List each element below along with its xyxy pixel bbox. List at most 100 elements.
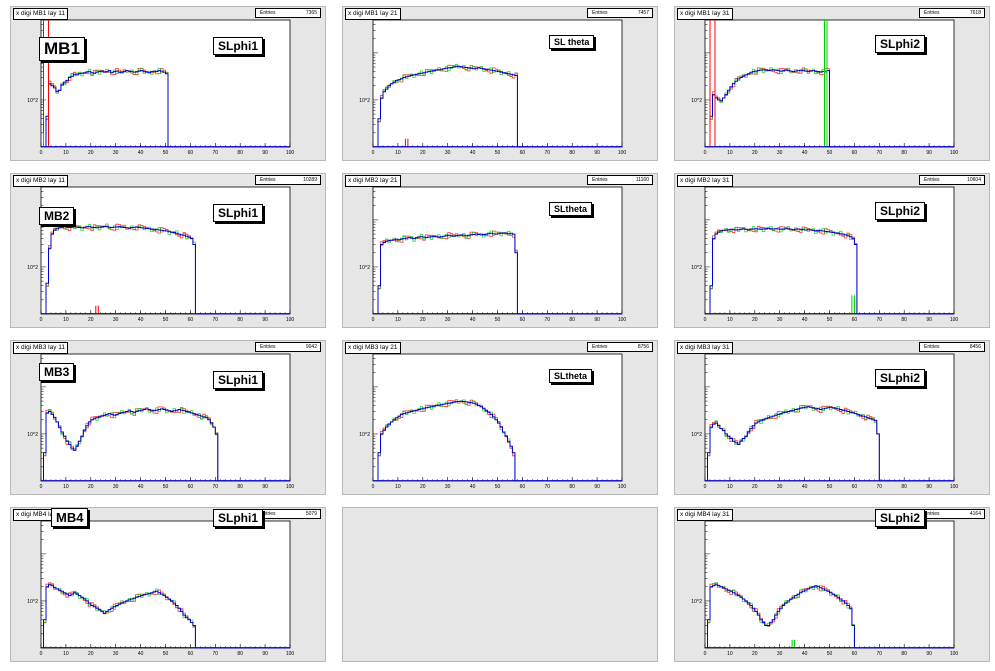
x-tick-label: 30 — [113, 484, 119, 490]
series-spike — [95, 305, 99, 314]
x-tick-label: 70 — [213, 651, 219, 657]
x-tick-label: 0 — [40, 651, 43, 657]
stats-label: Entries — [592, 10, 608, 16]
x-tick-label: 20 — [88, 484, 94, 490]
x-tick-label: 70 — [213, 484, 219, 490]
stats-entries: 8456 — [969, 344, 981, 350]
y-tick-label: 10^2 — [27, 432, 38, 438]
x-tick-label: 60 — [188, 651, 194, 657]
x-tick-label: 30 — [777, 317, 783, 323]
x-tick-label: 40 — [802, 651, 808, 657]
x-tick-label: 10 — [63, 150, 69, 156]
x-tick-label: 20 — [420, 484, 426, 490]
superlayer-label: SL theta — [549, 35, 595, 49]
plot-svg: 0 10 20 30 40 50 60 70 80 90 100 10^2 — [691, 353, 959, 490]
x-tick-label: 10 — [727, 150, 733, 156]
x-tick-label: 100 — [618, 150, 627, 156]
x-tick-label: 100 — [950, 484, 959, 490]
stats-box: Entries 10289 — [255, 175, 321, 185]
histogram-pad: 0 10 20 30 40 50 60 70 80 90 100 10^2 x digi MB2 lay… — [342, 173, 658, 328]
x-tick-label: 100 — [618, 317, 627, 323]
stats-label: Entries — [260, 177, 276, 183]
x-tick-label: 60 — [188, 317, 194, 323]
y-tick-label: 10^2 — [27, 98, 38, 104]
station-label: MB2 — [39, 207, 75, 225]
x-tick-label: 90 — [926, 484, 932, 490]
superlayer-label: SLphi2 — [875, 35, 926, 53]
x-tick-label: 70 — [545, 317, 551, 323]
x-tick-label: 80 — [237, 484, 243, 490]
x-tick-label: 90 — [262, 150, 268, 156]
x-tick-label: 10 — [63, 484, 69, 490]
x-tick-label: 0 — [704, 150, 707, 156]
x-tick-label: 30 — [445, 484, 451, 490]
x-tick-label: 50 — [163, 150, 169, 156]
x-tick-label: 30 — [113, 651, 119, 657]
x-tick-label: 50 — [163, 484, 169, 490]
x-tick-label: 60 — [852, 150, 858, 156]
plot-svg: 0 10 20 30 40 50 60 70 80 90 100 10^2 — [691, 186, 958, 323]
series-spike — [824, 20, 828, 147]
x-tick-label: 0 — [372, 484, 375, 490]
x-tick-label: 50 — [163, 317, 169, 323]
x-tick-label: 50 — [163, 651, 169, 657]
x-tick-label: 80 — [901, 150, 907, 156]
x-tick-label: 80 — [569, 317, 575, 323]
x-tick-label: 0 — [704, 651, 707, 657]
x-tick-label: 70 — [877, 317, 883, 323]
superlayer-label: SLtheta — [549, 369, 593, 383]
pad-title: x digi MB3 lay 21 — [345, 342, 401, 354]
x-tick-label: 40 — [138, 651, 144, 657]
x-tick-label: 80 — [237, 317, 243, 323]
y-tick-label: 10^2 — [359, 98, 370, 104]
x-tick-label: 50 — [827, 150, 833, 156]
histogram-pad: 0 10 20 30 40 50 60 70 80 90 100 10^2 x digi MB3 lay… — [342, 340, 658, 495]
superlayer-label: SLphi1 — [213, 204, 264, 222]
x-tick-label: 70 — [877, 150, 883, 156]
stats-entries: 7457 — [637, 10, 649, 16]
stats-entries: 10289 — [303, 177, 317, 183]
pad-title: x digi MB2 lay 21 — [345, 175, 401, 187]
x-tick-label: 20 — [88, 150, 94, 156]
x-tick-label: 0 — [704, 484, 707, 490]
stats-box: Entries 7365 — [255, 8, 321, 18]
series-line — [707, 406, 954, 482]
x-tick-label: 100 — [286, 150, 295, 156]
y-tick-label: 10^2 — [359, 265, 370, 271]
plot-svg: 0 10 20 30 40 50 60 70 80 90 100 10^2 — [691, 520, 958, 657]
stats-box: Entries 5079 — [255, 509, 321, 519]
x-tick-label: 40 — [470, 484, 476, 490]
x-tick-label: 30 — [113, 150, 119, 156]
superlayer-label: SLphi1 — [213, 509, 264, 527]
x-tick-label: 40 — [470, 317, 476, 323]
x-tick-label: 70 — [545, 484, 551, 490]
stats-box: Entries 8756 — [587, 342, 653, 352]
series-line — [709, 227, 954, 315]
histogram-pad: 0 10 20 30 40 50 60 70 80 90 100 10^2 x digi MB1 lay… — [342, 6, 658, 161]
stats-box: Entries 9042 — [255, 342, 321, 352]
stats-entries: 11160 — [635, 177, 649, 183]
superlayer-label: SLphi2 — [875, 369, 926, 387]
x-tick-label: 40 — [138, 150, 144, 156]
histogram-pad: 0 10 20 30 40 50 60 70 80 90 100 10^2 x digi MB2 lay… — [10, 173, 326, 328]
x-tick-label: 0 — [40, 317, 43, 323]
x-tick-label: 30 — [445, 317, 451, 323]
x-tick-label: 40 — [802, 484, 808, 490]
x-tick-label: 100 — [286, 484, 295, 490]
x-tick-label: 30 — [777, 150, 783, 156]
x-tick-label: 90 — [262, 317, 268, 323]
stats-box: Entries 8456 — [919, 342, 985, 352]
series-line — [45, 70, 290, 148]
x-tick-label: 40 — [470, 150, 476, 156]
x-tick-label: 70 — [877, 651, 883, 657]
histogram-pad: 0 10 20 30 40 50 60 70 80 90 100 10^2 x digi MB3 lay… — [674, 340, 990, 495]
stats-entries: 7618 — [969, 10, 981, 16]
x-tick-label: 60 — [852, 484, 858, 490]
x-tick-label: 40 — [138, 484, 144, 490]
x-tick-label: 10 — [395, 317, 401, 323]
superlayer-label: SLphi2 — [875, 202, 926, 220]
superlayer-label: SLphi2 — [875, 509, 926, 527]
stats-label: Entries — [924, 177, 940, 183]
plot-svg: 0 10 20 30 40 50 60 70 80 90 100 10^2 — [359, 353, 626, 490]
series-line — [45, 225, 290, 315]
